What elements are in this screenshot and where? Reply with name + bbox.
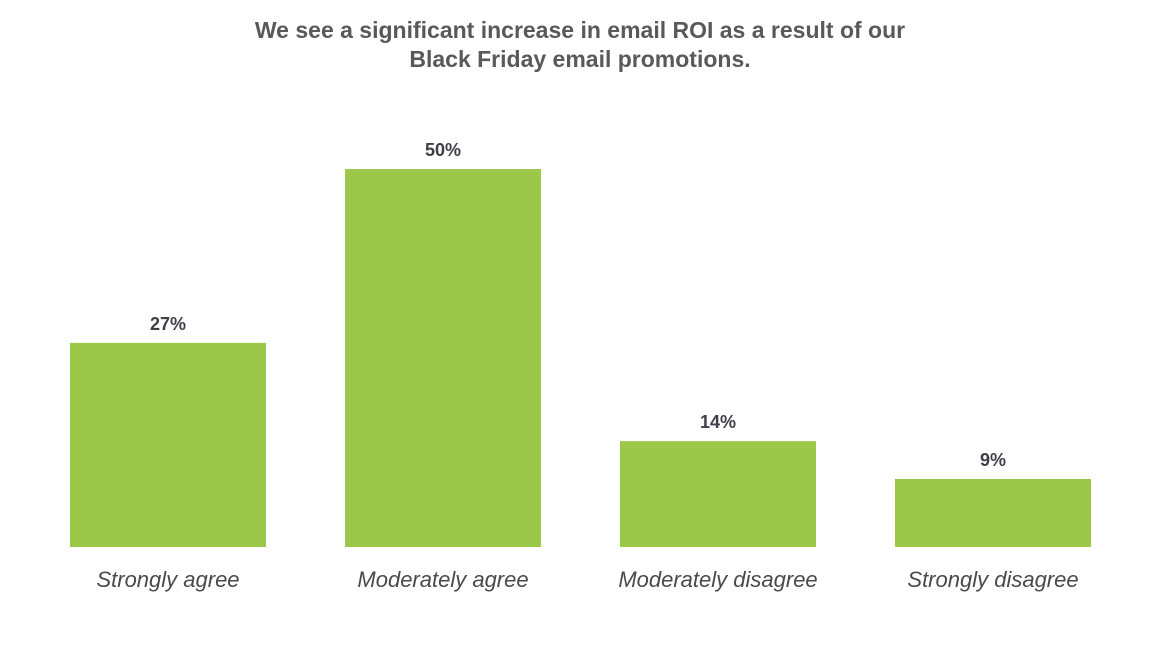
category-label-moderately-agree: Moderately agree <box>357 567 528 592</box>
category-label-strongly-agree: Strongly agree <box>96 567 239 592</box>
category-label-moderately-disagree: Moderately disagree <box>618 567 817 592</box>
bar-moderately-disagree <box>620 441 816 547</box>
chart-title-line-1: We see a significant increase in email R… <box>254 17 906 43</box>
bar-strongly-disagree <box>895 478 1091 547</box>
value-label-strongly-agree: 27% <box>150 314 186 334</box>
bar-moderately-agree <box>345 169 541 547</box>
category-label-strongly-disagree: Strongly disagree <box>907 567 1078 592</box>
value-label-moderately-agree: 50% <box>425 140 461 160</box>
bar-strongly-agree <box>70 342 266 547</box>
chart-title-line-2: Black Friday email promotions. <box>409 46 751 72</box>
chart-title: We see a significant increase in email R… <box>180 16 980 74</box>
value-label-moderately-disagree: 14% <box>700 412 736 432</box>
value-label-strongly-disagree: 9% <box>980 450 1006 470</box>
